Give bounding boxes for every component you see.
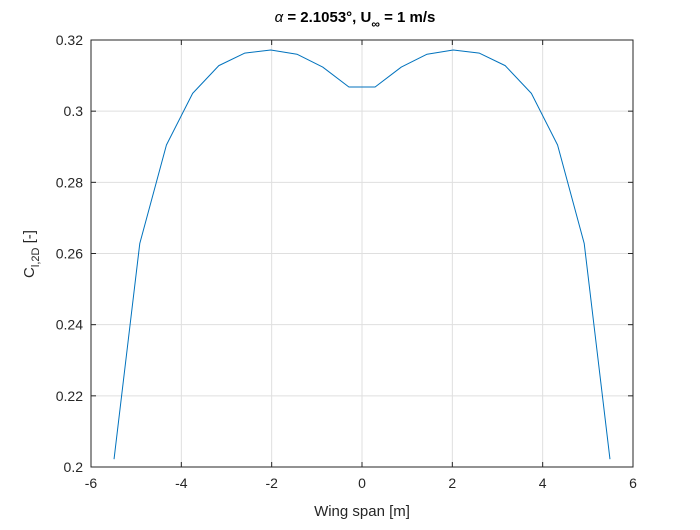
title-alpha: α	[275, 9, 284, 26]
y-axis-label-main: C	[21, 267, 38, 278]
labels: α = 2.1053°, U∞ = 1 m/s Wing span [m] Cl…	[21, 9, 435, 520]
y-tick-label: 0.3	[64, 103, 84, 119]
y-tick-label: 0.22	[56, 388, 83, 404]
x-tick-label: 0	[358, 475, 366, 491]
x-tick-label: 6	[629, 475, 637, 491]
x-tick-label: 4	[539, 475, 547, 491]
x-tick-label: -2	[265, 475, 278, 491]
chart-title: α = 2.1053°, U∞ = 1 m/s	[275, 9, 436, 31]
x-tick-label: -6	[85, 475, 98, 491]
x-axis-label: Wing span [m]	[314, 503, 410, 520]
y-tick-label: 0.32	[56, 32, 83, 48]
y-tick-label: 0.26	[56, 246, 83, 262]
x-tick-label: 2	[448, 475, 456, 491]
series-line-1	[113, 49, 611, 460]
y-axis-label-end: [-]	[21, 230, 38, 248]
title-subscript: ∞	[371, 17, 380, 31]
x-tick-label: -4	[175, 475, 188, 491]
ticks: -6 -4 -2 0 2 4 6 0.2 0.22 0.24 0.26 0.28 0.3 0.32	[56, 32, 637, 491]
title-middle: = 2.1053°, U	[283, 9, 371, 26]
y-tick-label: 0.2	[64, 459, 84, 475]
y-axis-label: Cl,2D [-]	[21, 230, 42, 278]
title-end: = 1 m/s	[380, 9, 435, 26]
y-tick-label: 0.24	[56, 317, 83, 333]
y-axis-label-subscript: l,2D	[30, 247, 42, 267]
y-tick-label: 0.28	[56, 174, 83, 190]
series-layer	[113, 49, 611, 460]
